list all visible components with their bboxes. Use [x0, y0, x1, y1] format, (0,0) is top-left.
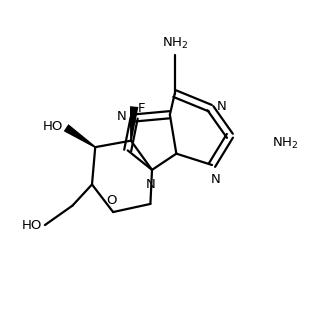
- Text: NH$_2$: NH$_2$: [161, 36, 188, 51]
- Text: N: N: [116, 110, 126, 123]
- Text: N: N: [217, 100, 227, 113]
- Polygon shape: [130, 106, 138, 141]
- Text: N: N: [211, 173, 220, 186]
- Text: F: F: [137, 102, 145, 115]
- Text: N: N: [146, 178, 155, 191]
- Text: O: O: [106, 194, 117, 207]
- Text: HO: HO: [21, 218, 42, 232]
- Polygon shape: [64, 124, 96, 148]
- Text: HO: HO: [43, 119, 63, 133]
- Text: NH$_2$: NH$_2$: [272, 136, 298, 151]
